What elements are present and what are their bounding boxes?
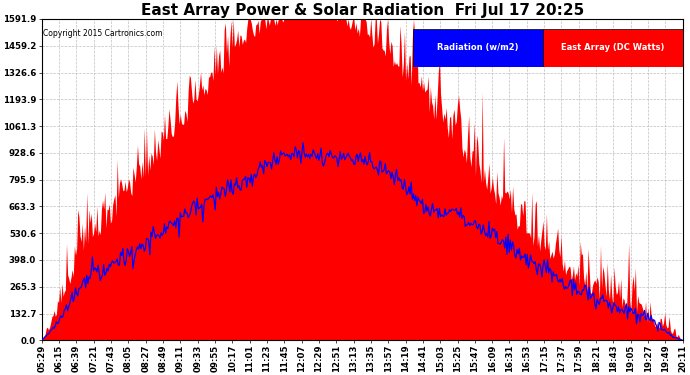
Title: East Array Power & Solar Radiation  Fri Jul 17 20:25: East Array Power & Solar Radiation Fri J… [141,3,584,18]
Text: Copyright 2015 Cartronics.com: Copyright 2015 Cartronics.com [43,28,162,38]
